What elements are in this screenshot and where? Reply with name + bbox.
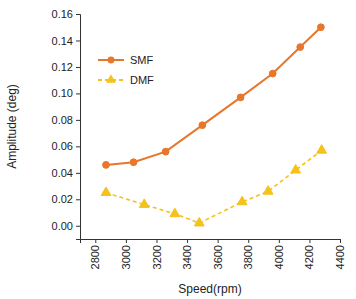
x-tick-mark — [248, 239, 249, 243]
series-marker — [237, 196, 247, 205]
y-tick-label: 0.00 — [52, 220, 73, 232]
series-line — [106, 150, 322, 223]
x-tick-mark — [95, 239, 96, 243]
y-tick: 0.08 — [52, 114, 80, 126]
plot-area: 2800 3000 3200 3400 3600 3800 4000 4200 4400 0.00… — [52, 8, 346, 269]
series-marker — [291, 164, 301, 173]
x-tick-label: 4200 — [303, 245, 315, 269]
x-tick-mark — [279, 239, 280, 243]
y-tick-label: 0.10 — [52, 87, 73, 99]
series-marker — [263, 186, 273, 195]
y-tick: 0.02 — [52, 193, 80, 205]
x-tick-mark — [156, 239, 157, 243]
y-tick-label: 0.08 — [52, 114, 73, 126]
x-tick: 3400 — [181, 239, 193, 269]
x-tick-label: 3400 — [181, 245, 193, 269]
series-marker — [170, 208, 180, 217]
y-tick-label: 0.02 — [52, 193, 73, 205]
y-tick-mark — [76, 67, 80, 68]
y-tick-mark — [76, 173, 80, 174]
y-tick: 0.12 — [52, 61, 80, 73]
y-tick: 0.16 — [52, 8, 80, 20]
series-marker — [194, 217, 204, 226]
y-tick-label: 0.06 — [52, 140, 73, 152]
chart-container: 2800 3000 3200 3400 3600 3800 4000 4200 4400 0.00… — [0, 0, 356, 299]
x-axis: 2800 3000 3200 3400 3600 3800 4000 4200 4400 — [81, 239, 347, 269]
y-tick: 0.14 — [52, 34, 80, 46]
series-marker — [269, 70, 276, 77]
x-tick-mark — [218, 239, 219, 243]
y-tick-label: 0.14 — [52, 34, 73, 46]
y-tick-mark — [76, 14, 80, 15]
x-tick: 3000 — [120, 239, 132, 269]
y-tick-label: 0.12 — [52, 61, 73, 73]
y-tick: 0.04 — [52, 167, 80, 179]
x-tick: 4400 — [334, 239, 346, 269]
legend-marker — [108, 57, 115, 64]
y-tick-label: 0.04 — [52, 167, 73, 179]
x-tick-label: 3000 — [120, 245, 132, 269]
series-marker — [317, 24, 324, 31]
x-tick: 3800 — [242, 239, 254, 269]
y-tick-mark — [76, 146, 80, 147]
x-tick-mark — [126, 239, 127, 243]
y-tick-mark — [76, 93, 80, 94]
series-marker — [101, 187, 111, 196]
x-tick-label: 3600 — [212, 245, 224, 269]
y-tick-mark — [76, 226, 80, 227]
x-tick: 3600 — [212, 239, 224, 269]
x-tick-mark — [309, 239, 310, 243]
y-tick-label: 0.16 — [52, 8, 73, 20]
series-marker — [297, 44, 304, 51]
y-axis-line — [76, 15, 81, 240]
x-tick: 4200 — [303, 239, 315, 269]
x-tick: 4000 — [273, 239, 285, 269]
x-tick-mark — [340, 239, 341, 243]
x-axis-title: Speed(rpm) — [178, 282, 241, 296]
legend-entry: DMF — [98, 74, 154, 86]
series-marker — [199, 122, 206, 129]
x-tick-label: 2800 — [89, 245, 101, 269]
x-tick-mark — [187, 239, 188, 243]
chart-svg: 2800 3000 3200 3400 3600 3800 4000 4200 4400 0.00… — [0, 0, 356, 299]
x-tick-label: 3200 — [150, 245, 162, 269]
legend-entry: SMF — [98, 54, 154, 66]
x-axis-line — [81, 240, 341, 244]
x-tick: 3200 — [150, 239, 162, 269]
legend-marker — [106, 74, 116, 83]
y-tick: 0.00 — [52, 220, 80, 232]
x-tick: 2800 — [89, 239, 101, 269]
series-marker — [103, 161, 110, 168]
legend-label: SMF — [130, 54, 154, 66]
x-tick-label: 3800 — [242, 245, 254, 269]
data-layer — [101, 24, 326, 226]
legend-label: DMF — [130, 74, 154, 86]
y-axis-title: Amplitude (deg) — [5, 84, 19, 169]
y-tick-mark — [76, 40, 80, 41]
series-line — [106, 27, 321, 165]
series-marker — [162, 148, 169, 155]
y-tick-mark — [76, 120, 80, 121]
y-tick: 0.06 — [52, 140, 80, 152]
x-tick-label: 4000 — [273, 245, 285, 269]
y-axis: 0.00 0.02 0.04 0.06 0.08 0.10 0.12 0.14 0.16 — [52, 8, 81, 239]
x-tick-label: 4400 — [334, 245, 346, 269]
series-marker — [130, 159, 137, 166]
series-marker — [237, 94, 244, 101]
series-marker — [317, 145, 327, 154]
legend: SMF DMF — [98, 54, 154, 86]
series-marker — [139, 199, 149, 208]
y-tick-mark — [76, 199, 80, 200]
y-tick: 0.10 — [52, 87, 80, 99]
